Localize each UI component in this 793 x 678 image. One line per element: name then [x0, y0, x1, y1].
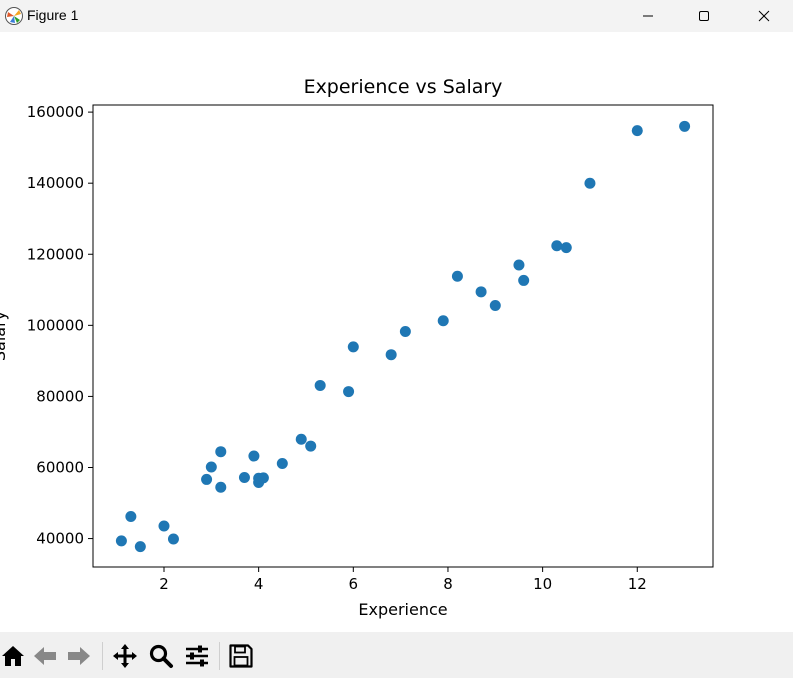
data-point — [167, 533, 179, 545]
data-point — [489, 300, 501, 312]
axes-frame — [92, 104, 714, 568]
configure-subplots-button[interactable] — [184, 643, 210, 669]
data-point — [201, 473, 213, 485]
x-tick-label: 10 — [533, 575, 552, 593]
x-tick-label: 12 — [628, 575, 647, 593]
data-point — [125, 511, 137, 523]
figure-canvas[interactable]: 2 4 6 8 10 12 40000 60000 80000 100000 120000 1400… — [0, 32, 793, 632]
data-point — [314, 379, 326, 391]
close-button[interactable] — [741, 0, 787, 32]
data-point — [584, 177, 596, 189]
toolbar-separator — [102, 642, 103, 670]
window-title: Figure 1 — [27, 7, 79, 23]
zoom-button[interactable] — [148, 643, 174, 669]
data-point — [518, 274, 530, 286]
back-icon — [34, 647, 56, 665]
data-point — [295, 433, 307, 445]
matplotlib-icon — [4, 6, 24, 26]
y-tick-label: 80000 — [36, 387, 84, 405]
data-point — [631, 125, 643, 137]
data-point — [248, 450, 260, 462]
x-axis-label: Experience — [358, 600, 447, 619]
title-bar: Figure 1 — [0, 0, 793, 32]
close-icon — [758, 10, 770, 22]
forward-button[interactable] — [66, 643, 92, 669]
data-point — [560, 242, 572, 254]
zoom-icon — [149, 644, 173, 668]
y-tick-label: 100000 — [27, 316, 84, 334]
scatter-chart: 2 4 6 8 10 12 40000 60000 80000 100000 120000 1400… — [0, 76, 714, 619]
data-point — [115, 535, 127, 547]
y-tick-label: 120000 — [27, 245, 84, 263]
data-point — [451, 270, 463, 282]
data-point — [347, 341, 359, 353]
y-tick-label: 40000 — [36, 530, 84, 548]
data-point — [679, 120, 691, 132]
data-point — [475, 286, 487, 298]
x-tick-label: 6 — [349, 575, 359, 593]
y-axis-label: Salary — [0, 311, 9, 361]
data-point — [305, 440, 317, 452]
minimize-button[interactable] — [625, 0, 671, 32]
data-point — [215, 446, 227, 458]
y-tick-label: 160000 — [27, 103, 84, 121]
data-point — [276, 458, 288, 470]
data-point — [134, 541, 146, 553]
x-axis: 2 4 6 8 10 12 — [159, 567, 647, 593]
data-point — [158, 520, 170, 532]
maximize-button[interactable] — [681, 0, 727, 32]
save-icon — [229, 644, 253, 668]
navigation-toolbar — [0, 632, 793, 678]
y-tick-label: 60000 — [36, 458, 84, 476]
maximize-icon — [699, 11, 709, 21]
data-point — [551, 240, 563, 252]
toolbar-separator — [219, 642, 220, 670]
home-icon — [2, 646, 24, 666]
x-tick-label: 4 — [254, 575, 264, 593]
pan-button[interactable] — [112, 643, 138, 669]
data-point — [215, 481, 227, 493]
data-points — [115, 120, 691, 553]
home-button[interactable] — [0, 643, 26, 669]
x-tick-label: 2 — [159, 575, 169, 593]
minimize-icon — [643, 15, 653, 17]
pan-icon — [113, 644, 137, 668]
data-point — [437, 315, 449, 327]
back-button[interactable] — [32, 643, 58, 669]
configure-subplots-icon — [186, 645, 208, 667]
chart-title: Experience vs Salary — [304, 76, 503, 98]
save-button[interactable] — [228, 643, 254, 669]
y-axis: 40000 60000 80000 100000 120000 140000 160000 — [27, 103, 93, 548]
y-tick-label: 140000 — [27, 174, 84, 192]
x-tick-label: 8 — [443, 575, 453, 593]
data-point — [513, 259, 525, 271]
data-point — [238, 471, 250, 483]
data-point — [385, 349, 397, 361]
data-point — [399, 325, 411, 337]
data-point — [343, 386, 355, 398]
forward-icon — [68, 647, 90, 665]
data-point — [205, 461, 217, 473]
data-point — [257, 472, 269, 484]
